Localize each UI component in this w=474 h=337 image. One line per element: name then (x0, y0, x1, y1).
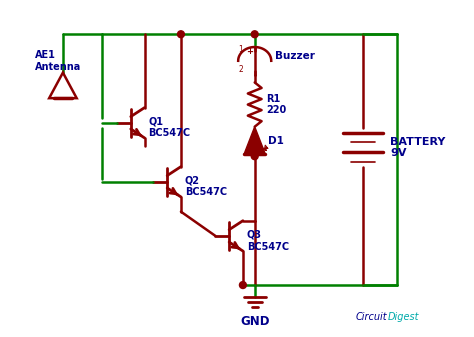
Text: BATTERY
9V: BATTERY 9V (391, 136, 446, 158)
Text: GND: GND (240, 314, 269, 328)
Text: D1: D1 (268, 136, 284, 147)
Circle shape (177, 31, 184, 38)
Circle shape (251, 31, 258, 38)
Text: 2: 2 (238, 65, 243, 74)
Text: Q2
BC547C: Q2 BC547C (185, 176, 227, 197)
Text: Digest: Digest (387, 312, 419, 323)
Text: 1: 1 (238, 44, 243, 54)
Text: R1
220: R1 220 (266, 94, 287, 115)
Text: Buzzer: Buzzer (275, 51, 315, 61)
Circle shape (251, 153, 258, 160)
Text: Q1
BC547C: Q1 BC547C (148, 117, 191, 139)
Polygon shape (244, 127, 265, 154)
Text: +: + (246, 48, 253, 57)
Text: Q3
BC547C: Q3 BC547C (247, 230, 289, 252)
Text: AE1
Antenna: AE1 Antenna (36, 50, 82, 71)
Circle shape (239, 282, 246, 288)
Text: Circuit: Circuit (356, 312, 387, 323)
